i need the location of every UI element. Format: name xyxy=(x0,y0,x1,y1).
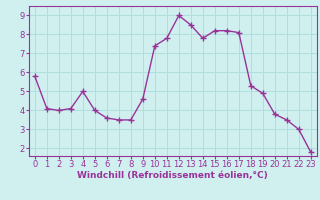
X-axis label: Windchill (Refroidissement éolien,°C): Windchill (Refroidissement éolien,°C) xyxy=(77,171,268,180)
